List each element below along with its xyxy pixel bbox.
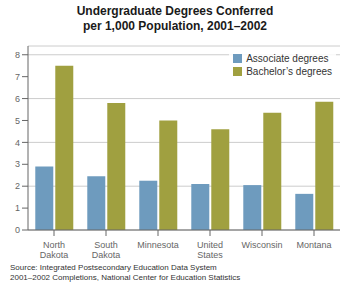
svg-text:3: 3 (15, 159, 20, 169)
svg-text:7: 7 (15, 72, 20, 82)
svg-text:NorthDakota: NorthDakota (40, 240, 69, 260)
svg-text:5: 5 (15, 116, 20, 126)
svg-text:1: 1 (15, 203, 20, 213)
svg-text:Wisconsin: Wisconsin (241, 240, 282, 250)
svg-text:6: 6 (15, 94, 20, 104)
svg-text:8: 8 (15, 50, 20, 60)
svg-text:Minnesota: Minnesota (137, 240, 179, 250)
html-text:Associate degrees: Associate degrees (246, 53, 329, 64)
html-text:per 1,000 Population, 2001–200: per 1,000 Population, 2001–2002 (82, 19, 267, 33)
svg-text:SouthDakota: SouthDakota (92, 240, 121, 260)
svg-text:Montana: Montana (296, 240, 331, 250)
svg-text:UnitedStates: UnitedStates (197, 240, 223, 260)
html-text:Source: Integrated Postseconda: Source: Integrated Postsecondary Educati… (10, 263, 217, 272)
html-text:Bachelor’s degrees: Bachelor’s degrees (246, 66, 332, 77)
html-text:2001–2002 Completions, Nationa: 2001–2002 Completions, National Center f… (10, 273, 241, 282)
svg-text:0: 0 (15, 225, 20, 235)
html-text:Undergraduate Degrees Conferre: Undergraduate Degrees Conferred (76, 4, 274, 18)
svg-text:2: 2 (15, 181, 20, 191)
svg-text:4: 4 (15, 138, 20, 148)
